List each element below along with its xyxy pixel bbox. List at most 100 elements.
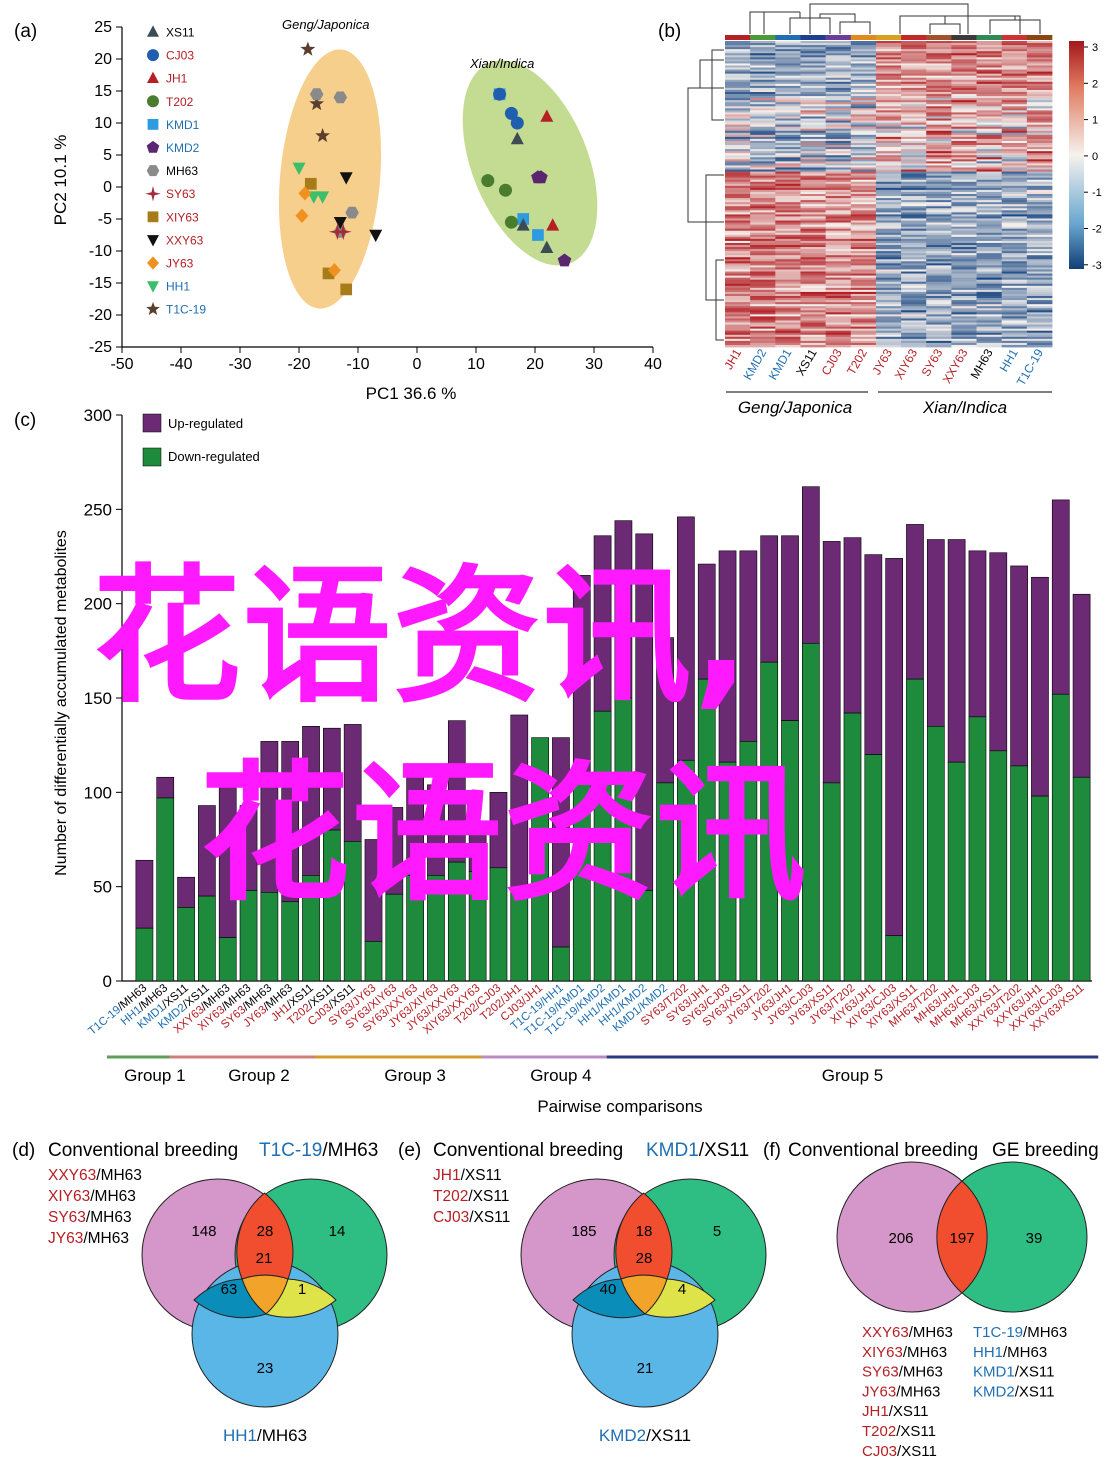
- heatmap-cell: [1026, 47, 1053, 50]
- heatmap-cell: [825, 234, 852, 238]
- heatmap-cell: [750, 104, 776, 107]
- heatmap-cell: [725, 177, 751, 181]
- heatmap-cell: [775, 94, 801, 97]
- category-label-a: T1C-19: [86, 1004, 123, 1038]
- heatmap-cell: [800, 261, 827, 264]
- heatmap-cell: [901, 49, 927, 52]
- heatmap-cell: [951, 222, 977, 225]
- venn-d-c-only: 23: [257, 1360, 274, 1377]
- heatmap-cell: [1001, 330, 1028, 334]
- heatmap-cell: [775, 177, 801, 181]
- heatmap-cell: [875, 202, 902, 205]
- scale-tick-label: -1: [1092, 187, 1102, 199]
- heatmap-cell: [1001, 155, 1028, 158]
- heatmap-cell: [901, 224, 927, 228]
- heatmap-cell: [725, 143, 751, 146]
- comparison-reference: /MH63: [903, 1344, 947, 1361]
- heatmap-cell: [1001, 61, 1028, 64]
- heatmap-cell: [750, 240, 776, 244]
- heatmap-cell: [1001, 310, 1028, 313]
- comparison-reference: /XS11: [896, 1423, 936, 1440]
- heatmap-cell: [976, 261, 1003, 264]
- heatmap-cell: [1026, 279, 1053, 283]
- venn-f: 206 197 39: [836, 1161, 1088, 1313]
- heatmap-cell: [926, 200, 952, 203]
- heatmap-cell: [725, 247, 751, 250]
- heatmap-cell: [800, 296, 827, 299]
- heatmap-cell: [825, 153, 852, 156]
- pca-point-xs11: [516, 218, 530, 231]
- heatmap-cell: [875, 73, 902, 77]
- heatmap-cell: [750, 169, 776, 172]
- heatmap-cell: [725, 126, 751, 130]
- bar-down-regulated: [906, 678, 924, 982]
- heatmap-cell: [1001, 169, 1028, 172]
- heatmap-cell: [1026, 169, 1053, 172]
- heatmap-cell: [825, 49, 852, 52]
- heatmap-cell: [775, 45, 801, 48]
- heatmap-cell: [1001, 212, 1028, 215]
- heatmap-cell: [976, 196, 1003, 199]
- heatmap-cell: [976, 55, 1003, 58]
- heatmap-cell: [750, 100, 776, 103]
- heatmap-cell: [926, 128, 952, 132]
- heatmap-cell: [825, 338, 852, 342]
- heatmap-cell: [901, 320, 927, 323]
- heatmap-cell: [750, 151, 776, 154]
- heatmap-cell: [926, 106, 952, 109]
- heatmap-cell: [875, 138, 902, 142]
- heatmap-cell: [775, 181, 801, 185]
- heatmap-cell: [976, 263, 1003, 266]
- heatmap-cell: [1001, 83, 1028, 87]
- panel-d-bottom-label: HH1/MH63: [223, 1426, 307, 1445]
- legend-marker-jh1: [147, 71, 159, 83]
- heatmap-cell: [750, 120, 776, 123]
- heatmap-cell: [926, 340, 952, 344]
- heatmap-cell: [951, 236, 977, 240]
- heatmap-cell: [800, 265, 827, 268]
- heatmap-cell: [875, 53, 902, 56]
- heatmap-cell: [951, 287, 977, 291]
- heatmap-cell: [1001, 220, 1028, 223]
- heatmap-cell: [775, 55, 801, 58]
- heatmap-cell: [825, 183, 852, 187]
- heatmap-cell: [926, 204, 952, 207]
- heatmap-cell: [875, 143, 902, 146]
- heatmap-cell: [850, 232, 877, 236]
- heatmap-cell: [800, 167, 827, 170]
- heatmap-cell: [976, 269, 1003, 272]
- heatmap-cell: [825, 226, 852, 230]
- heatmap-cell: [1001, 289, 1028, 293]
- heatmap-cell: [875, 312, 902, 315]
- heatmap-cell: [850, 300, 877, 303]
- heatmap-cell: [1001, 218, 1028, 221]
- heatmap-cell: [901, 67, 927, 70]
- heatmap-cell: [976, 114, 1003, 117]
- pca-point-jh1: [546, 218, 560, 231]
- heatmap-cell: [800, 259, 827, 262]
- heatmap-cell: [725, 249, 751, 252]
- pca-point-xiy63: [322, 267, 335, 280]
- heatmap-cell: [875, 269, 902, 272]
- bar-up-regulated: [864, 554, 883, 755]
- panel-a-xlabel: PC1 36.6 %: [366, 384, 457, 403]
- heatmap-cell: [976, 134, 1003, 138]
- comparison-reference: /XS11: [897, 1443, 937, 1460]
- heatmap-cell: [750, 134, 776, 138]
- heatmap-cell: [1001, 130, 1028, 134]
- heatmap-cell: [875, 259, 902, 262]
- heatmap-cell: [901, 293, 927, 297]
- heatmap-cell: [775, 334, 801, 338]
- heatmap-cell: [750, 155, 776, 158]
- heatmap-cell: [750, 57, 776, 60]
- heatmap-cell: [875, 177, 902, 181]
- heatmap-cell: [951, 189, 977, 193]
- heatmap-cell: [750, 110, 776, 113]
- heatmap-cell: [750, 89, 776, 93]
- heatmap-cell: [926, 153, 952, 156]
- heatmap-cell: [775, 112, 801, 115]
- bar-down-regulated: [760, 661, 779, 982]
- heatmap-cell: [875, 185, 902, 189]
- heatmap-cell: [1026, 242, 1053, 246]
